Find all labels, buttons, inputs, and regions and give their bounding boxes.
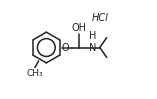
Text: H: H (89, 31, 97, 41)
Text: O: O (61, 42, 69, 53)
Text: OH: OH (71, 23, 87, 33)
Text: CH₃: CH₃ (27, 69, 43, 78)
Text: HCl: HCl (92, 13, 109, 23)
Text: N: N (89, 42, 97, 53)
